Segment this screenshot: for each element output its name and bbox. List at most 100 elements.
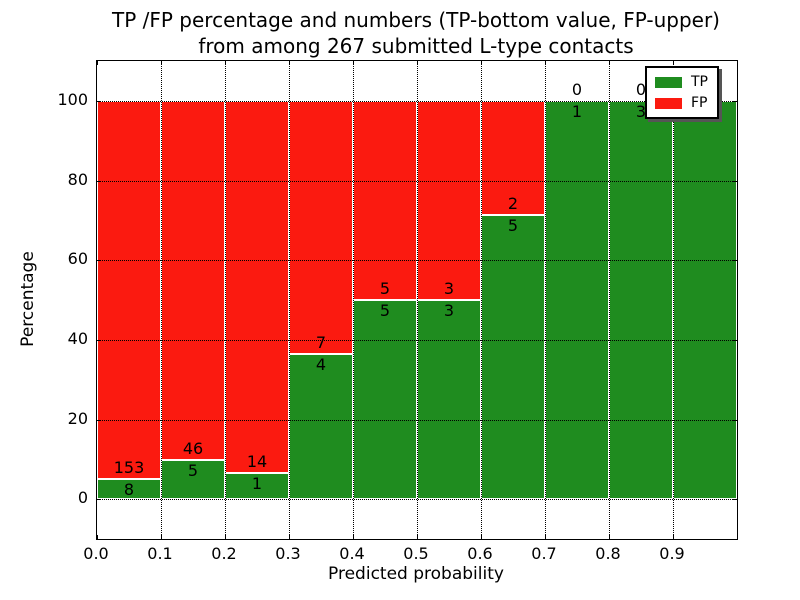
tp-count-label: 3 [635,101,647,121]
legend-label-fp: FP [691,95,708,111]
tp-count-label: 1 [251,473,263,493]
fp-count-label: 46 [182,439,204,459]
x-tick-label: 0.0 [83,544,109,563]
y-tick-mark [97,260,101,262]
x-tick-mark [609,535,610,539]
fp-count-label: 153 [113,458,145,478]
x-tick-mark [161,535,162,539]
tp-bar-segment [289,354,353,500]
tp-bar-segment [353,300,417,500]
x-axis-label: Predicted probability [328,564,504,584]
x-tick-mark [673,535,674,539]
tp-count-label: 5 [507,215,519,235]
tp-bar-segment [481,214,545,500]
x-gridline [673,61,674,539]
y-tick-label: 100 [57,89,88,109]
x-tick-mark [545,61,546,65]
x-tick-mark [161,61,162,65]
x-tick-label: 0.5 [403,544,429,563]
x-tick-label: 0.1 [147,544,173,563]
legend-item-tp: TP [655,75,708,89]
x-tick-mark [417,61,418,65]
x-tick-label: 0.4 [339,544,365,563]
fp-bar-segment [353,100,417,300]
tp-color-swatch [655,76,682,88]
x-tick-label: 0.7 [531,544,557,563]
x-tick-mark [97,61,98,65]
tp-count-label: 3 [443,301,455,320]
fp-count-label: 0 [571,79,583,99]
plot-area: 15384651417455332501032 [96,60,738,540]
x-gridline [545,61,546,539]
x-tick-mark [225,61,226,65]
tp-count-label: 5 [379,301,391,320]
x-tick-label: 0.8 [595,544,621,563]
x-gridline [353,61,354,539]
y-tick-mark [733,260,737,262]
y-tick-label: 40 [67,328,88,348]
x-tick-mark [609,61,610,65]
fp-bar-segment [97,100,161,480]
x-tick-mark [481,535,482,539]
y-tick-mark [733,419,737,421]
x-gridline [289,61,290,539]
tp-bar-segment [545,100,609,500]
tp-bar-segment [225,472,289,500]
fp-bar-segment [161,100,225,461]
fp-bar-segment [289,100,353,355]
x-tick-mark [353,535,354,539]
x-tick-mark [417,535,418,539]
legend-label-tp: TP [691,74,708,90]
fp-count-label: 0 [635,79,647,99]
x-gridline [225,61,226,539]
x-tick-mark [673,61,674,65]
fp-count-label: 7 [315,333,327,353]
y-tick-mark [733,100,737,102]
legend-item-fp: FP [655,96,708,110]
chart-title-line1: TP /FP percentage and numbers (TP-bottom… [112,8,720,32]
x-gridline [417,61,418,539]
tp-count-label: 8 [123,480,135,500]
chart-title: TP /FP percentage and numbers (TP-bottom… [96,7,736,59]
y-tick-mark [97,180,101,182]
x-gridline [481,61,482,539]
tp-bar-segment [417,300,481,500]
tp-bar-segment [609,100,673,500]
x-tick-label: 0.6 [467,544,493,563]
y-tick-label: 0 [77,488,88,508]
y-tick-label: 60 [67,249,88,269]
tp-bar-segment [97,479,161,500]
fp-color-swatch [655,97,682,109]
y-tick-mark [97,419,101,421]
x-tick-mark [225,535,226,539]
fp-count-label: 5 [379,279,391,298]
fp-bar-segment [417,100,481,300]
y-tick-mark [97,499,101,501]
tp-bar-segment [161,460,225,500]
y-tick-mark [733,339,737,341]
x-tick-label: 0.9 [659,544,685,563]
y-tick-mark [733,499,737,501]
tp-count-label: 4 [315,355,327,375]
y-tick-mark [733,180,737,182]
x-gridline [161,61,162,539]
fp-count-label: 3 [443,279,455,298]
x-tick-label: 0.3 [275,544,301,563]
y-tick-label: 80 [67,169,88,189]
x-tick-mark [97,535,98,539]
x-tick-mark [353,61,354,65]
legend: TP FP [645,66,719,119]
tp-bar-segment [673,100,737,500]
x-tick-mark [481,61,482,65]
y-tick-mark [97,100,101,102]
tp-count-label: 1 [571,101,583,121]
x-tick-mark [289,61,290,65]
x-tick-mark [545,535,546,539]
fp-count-label: 2 [507,193,519,213]
chart-title-line2: from among 267 submitted L-type contacts [198,34,634,58]
x-gridline [609,61,610,539]
y-tick-mark [97,339,101,341]
y-tick-label: 20 [67,408,88,428]
y-axis-label: Percentage [18,251,38,347]
